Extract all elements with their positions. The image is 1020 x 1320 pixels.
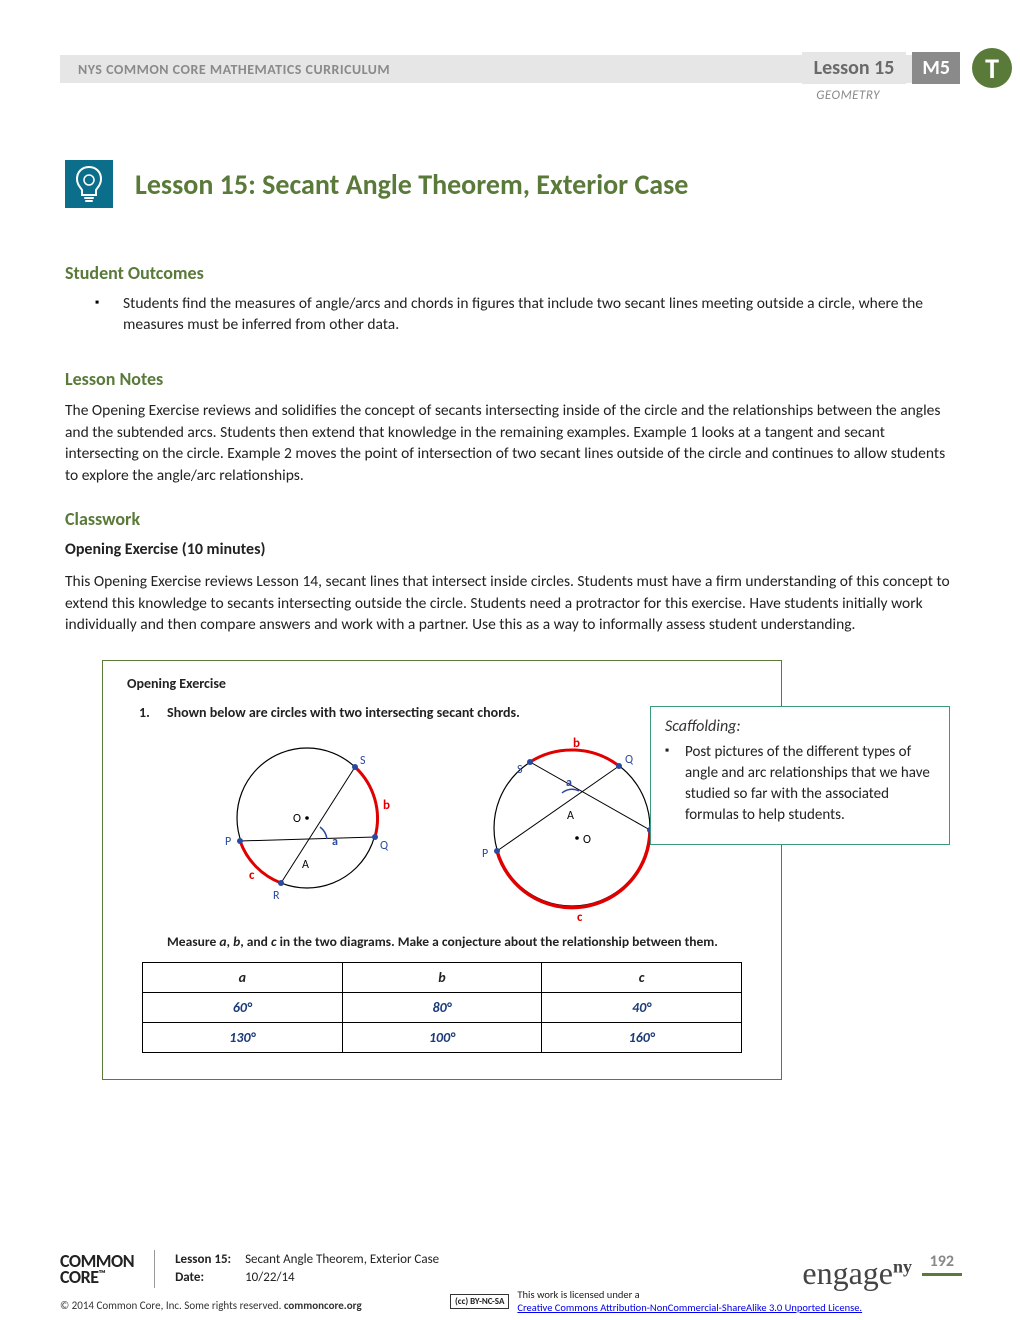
svg-text:Q: Q [380,839,389,853]
notes-body: The Opening Exercise reviews and solidif… [65,400,955,487]
col-a: a [143,963,343,993]
exercise-instruction: Measure a, b, and c in the two diagrams.… [127,933,757,950]
svg-text:a: a [566,776,572,790]
page-title: Lesson 15: Secant Angle Theorem, Exterio… [135,167,688,202]
svg-text:S: S [517,763,523,777]
module-tag: M5 [912,52,960,84]
header-right: Lesson 15 M5 [802,52,960,84]
svg-text:b: b [383,798,390,813]
q-text: Shown below are circles with two interse… [167,704,520,721]
scaffold-item: Post pictures of the different types of … [665,742,935,826]
exercise-heading: Opening Exercise [127,675,757,692]
footer-meta: Lesson 15:Secant Angle Theorem, Exterior… [175,1251,439,1287]
svg-text:O: O [583,833,591,847]
page-number: 192 [922,1252,962,1276]
lightbulb-icon [65,160,113,208]
outcomes-heading: Student Outcomes [65,262,955,284]
exercise-table: a b c 60° 80° 40° 130° 100° 160° [142,962,742,1053]
svg-text:P: P [482,847,488,861]
svg-text:a: a [332,835,338,849]
table-row: 130° 100° 160° [143,1023,742,1053]
table-header-row: a b c [143,963,742,993]
svg-text:A: A [302,858,309,872]
classwork-heading: Classwork [65,508,955,530]
license-intro: This work is licensed under a [517,1288,639,1301]
copyright: © 2014 Common Core, Inc. Some rights res… [60,1299,362,1312]
svg-text:P: P [225,835,231,849]
svg-text:Q: Q [625,753,634,767]
divider [154,1250,155,1288]
license-link[interactable]: Creative Commons Attribution-NonCommerci… [517,1301,862,1314]
table-row: 60° 80° 40° [143,993,742,1023]
scaffolding-box: Scaffolding: Post pictures of the differ… [650,706,950,845]
engage-logo: engageny [802,1255,912,1292]
col-c: c [542,963,742,993]
curriculum-label: NYS COMMON CORE MATHEMATICS CURRICULUM [78,61,390,78]
circle-diagram-right: O c b S Q P R A [467,733,677,923]
scaffold-heading: Scaffolding: [665,717,935,736]
svg-text:b: b [573,736,580,751]
classwork-section: Classwork Opening Exercise (10 minutes) … [65,508,955,636]
subject-label: GEOMETRY [816,88,880,103]
common-core-logo: COMMON CORE™ [60,1253,134,1285]
svg-text:O: O [293,812,301,826]
svg-text:A: A [567,809,574,823]
license-block: (cc) BY-NC-SA This work is licensed unde… [450,1288,862,1314]
col-b: b [342,963,542,993]
footer: COMMON CORE™ Lesson 15:Secant Angle Theo… [60,1250,960,1288]
svg-text:c: c [249,868,255,883]
notes-section: Lesson Notes The Opening Exercise review… [65,368,955,487]
svg-text:c: c [577,910,583,923]
outcome-item: Students find the measures of angle/arcs… [123,294,955,336]
svg-text:S: S [360,754,366,768]
cc-badge-icon: (cc) BY-NC-SA [450,1294,509,1309]
outcomes-section: Student Outcomes Students find the measu… [65,262,955,336]
svg-text:R: R [273,889,280,903]
notes-heading: Lesson Notes [65,368,955,390]
lesson-tag: Lesson 15 [802,52,907,84]
teacher-badge: T [972,48,1012,88]
opening-exercise-heading: Opening Exercise (10 minutes) [65,540,955,559]
classwork-body: This Opening Exercise reviews Lesson 14,… [65,571,955,636]
q-number: 1. [139,704,167,721]
title-row: Lesson 15: Secant Angle Theorem, Exterio… [65,160,688,208]
circle-diagram-left: O b c S Q P R A [207,733,417,923]
